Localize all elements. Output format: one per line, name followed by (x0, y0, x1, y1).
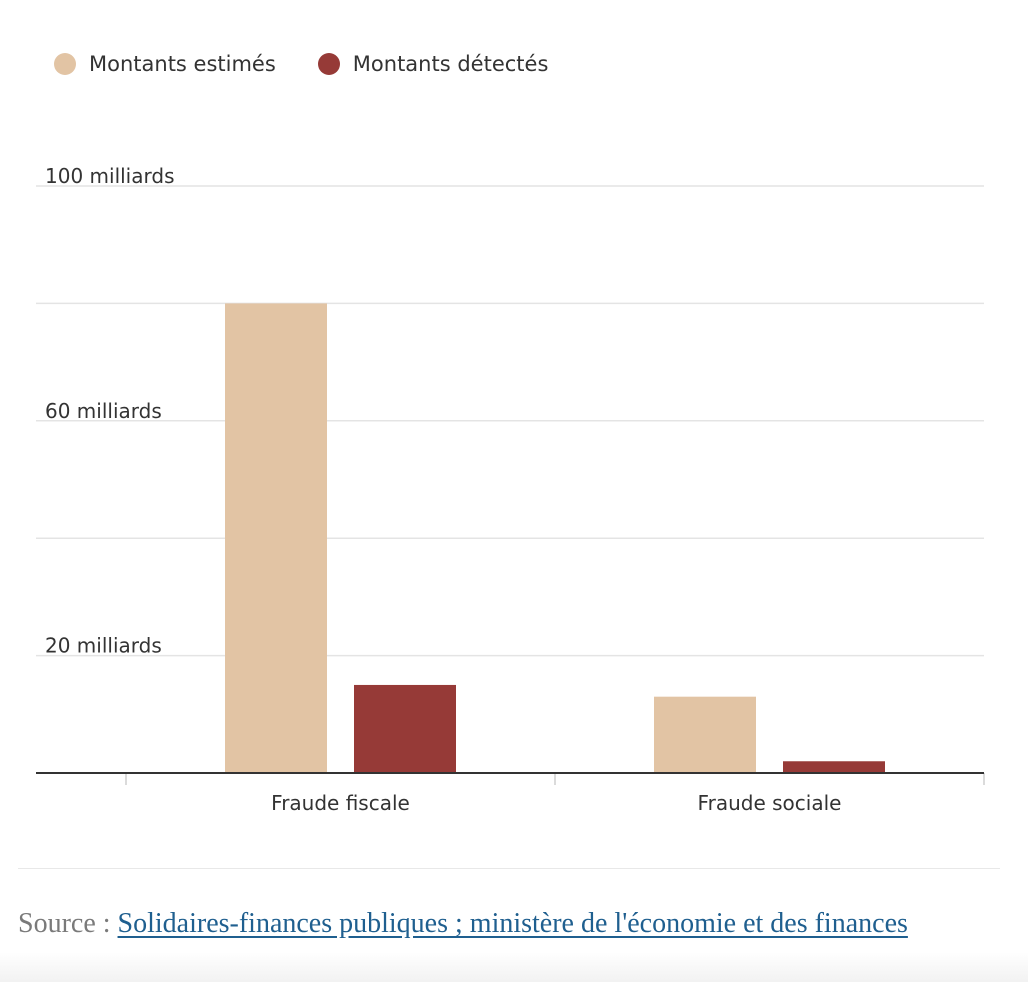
y-tick-label-20: 20 milliards (45, 634, 162, 658)
bar-fraude-sociale-detected (783, 761, 885, 773)
x-category-label: Fraude fiscale (271, 791, 410, 815)
x-category-label: Fraude sociale (698, 791, 842, 815)
bar-fraude-sociale-estimated (654, 696, 756, 773)
legend-label-detected: Montants détectés (352, 52, 549, 76)
legend-item-estimated: Montants estimés (54, 52, 276, 76)
legend-item-detected: Montants détectés (317, 52, 549, 76)
source-note: Source : Solidaires-finances publiques ;… (18, 908, 908, 940)
bar-chart: 20 milliards 60 milliards 100 milliards Fra… (36, 164, 985, 815)
y-tick-label-60: 60 milliards (45, 399, 162, 423)
separator-line (18, 868, 1000, 869)
legend-label-estimated: Montants estimés (89, 52, 276, 76)
y-tick-label-100: 100 milliards (45, 164, 174, 188)
source-link[interactable]: Solidaires-finances publiques ; ministèr… (117, 908, 908, 939)
bar-fraude-fiscale-estimated (225, 303, 327, 773)
source-prefix: Source : (18, 908, 118, 939)
legend-swatch-detected (317, 53, 340, 75)
bar-fraude-fiscale-detected (354, 684, 456, 773)
bottom-fade (0, 952, 1028, 982)
legend-swatch-estimated (54, 53, 76, 75)
chart-legend: Montants estimés Montants détectés (54, 52, 590, 76)
